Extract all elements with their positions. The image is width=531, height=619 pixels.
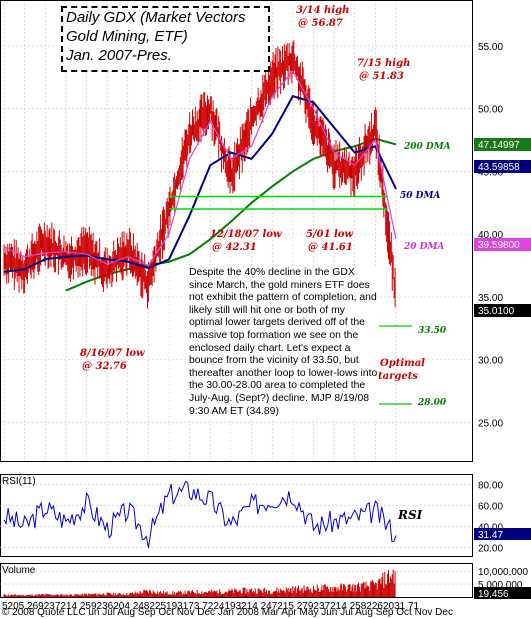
tag-rsi-bg bbox=[474, 528, 531, 540]
tag-last: 35.0100 bbox=[478, 306, 515, 317]
x-axis-month-ticks: © 2008 Quote LLC un Jul Aug Sep Oct Nov … bbox=[2, 607, 453, 618]
price-tick-label: 25.00 bbox=[478, 418, 503, 429]
price-tick-label: 30.00 bbox=[478, 356, 503, 367]
rsi-panel-frame bbox=[0, 474, 473, 557]
series-rsi bbox=[3, 480, 397, 549]
price-tick-label: 40.00 bbox=[478, 230, 503, 241]
price-panel-frame bbox=[0, 0, 473, 462]
title-line-3: Jan. 2007-Pres. bbox=[66, 47, 172, 64]
tag-50dma: 43.59858 bbox=[478, 162, 520, 173]
annotation-high-0715-value: @ 51.83 bbox=[359, 71, 404, 82]
annotation-low-1218: 12/18/07 low bbox=[210, 229, 282, 240]
price-tick-label: 55.00 bbox=[478, 42, 503, 53]
x-axis-day-ticks: 5205 269237214 259236204 248225193173 72… bbox=[2, 601, 420, 612]
label-target-1: 33.50 bbox=[418, 326, 447, 336]
volume-tick-label: 10,000,000 bbox=[478, 567, 528, 578]
annotation-high-0314-value: @ 56.87 bbox=[298, 18, 343, 29]
annotation-high-0715: 7/15 high bbox=[357, 58, 410, 69]
label-optimal: Optimal bbox=[380, 358, 425, 369]
series-20dma bbox=[3, 69, 397, 267]
series-50dma bbox=[3, 94, 397, 273]
commentary-text: Despite the 40% decline in the GDX since… bbox=[189, 267, 379, 419]
title-line-2: Gold Mining, ETF) bbox=[66, 28, 188, 45]
tag-volume: 19,456 bbox=[478, 589, 509, 600]
rsi-panel-label: RSI(11) bbox=[2, 476, 36, 487]
price-tick-label: 35.00 bbox=[478, 293, 503, 304]
tag-rsi: 31.47 bbox=[478, 530, 503, 541]
volume-tick-label: 5,000,000 bbox=[478, 580, 523, 591]
title-line-1: Daily GDX (Market Vectors bbox=[66, 9, 246, 26]
label-20dma: 20 DMA bbox=[403, 242, 444, 252]
label-targets: targets bbox=[378, 371, 418, 382]
tag-last-bg bbox=[474, 304, 531, 317]
tag-20dma: 39.59800 bbox=[478, 240, 520, 251]
volume-panel-label: Volume bbox=[2, 565, 36, 576]
annotation-low-0816: 8/16/07 low bbox=[80, 348, 145, 359]
tag-volume-bg bbox=[474, 587, 531, 599]
rsi-tick-label: 80.00 bbox=[478, 480, 503, 491]
annotation-low-0501: 5/01 low bbox=[306, 229, 353, 240]
rsi-label: RSI bbox=[397, 508, 423, 522]
annotation-low-1218-value: @ 42.31 bbox=[212, 242, 257, 253]
annotation-high-0314: 3/14 high bbox=[296, 5, 349, 16]
tag-20dma-bg bbox=[474, 238, 531, 251]
volume-panel-frame bbox=[0, 563, 473, 598]
annotation-low-0501-value: @ 41.61 bbox=[308, 242, 353, 253]
label-200dma: 200 DMA bbox=[403, 142, 451, 152]
price-tick-label: 50.00 bbox=[478, 105, 503, 116]
tag-200dma-bg bbox=[474, 138, 531, 151]
tag-50dma-bg bbox=[474, 160, 531, 173]
chart-title-box: Daily GDX (Market Vectors Gold Mining, E… bbox=[61, 6, 270, 72]
tag-200dma: 47.14997 bbox=[478, 140, 520, 151]
label-target-2: 28.00 bbox=[417, 398, 447, 408]
rsi-tick-label: 20.00 bbox=[478, 544, 503, 555]
annotation-low-0816-value: @ 32.76 bbox=[82, 361, 127, 372]
label-50dma: 50 DMA bbox=[400, 191, 440, 201]
rsi-tick-label: 60.00 bbox=[478, 501, 503, 512]
